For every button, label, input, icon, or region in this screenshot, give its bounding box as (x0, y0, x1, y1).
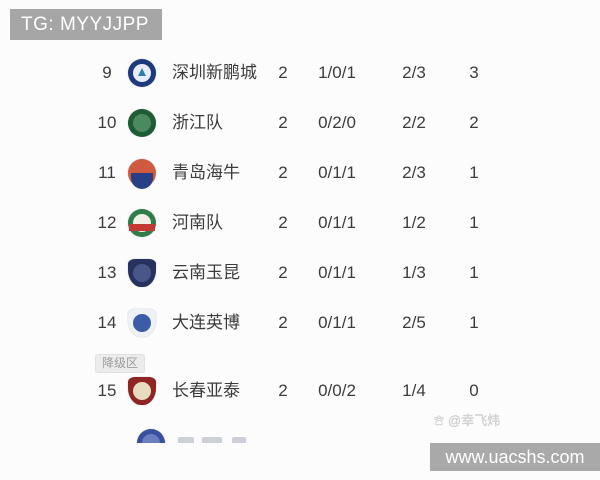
team-crest-icon (128, 109, 156, 137)
win-draw-loss: 0/1/1 (318, 163, 356, 182)
rank-label: 9 (102, 63, 112, 82)
team-crest-icon (137, 429, 165, 443)
win-draw-loss: 0/2/0 (318, 113, 356, 132)
crest-inner (142, 434, 160, 443)
table-row[interactable]: 12 河南队 2 0/1/1 1/2 1 (0, 198, 600, 248)
table-row[interactable]: 15 长春亚泰 2 0/0/2 1/4 0 (0, 366, 600, 416)
team-crest-icon (128, 59, 156, 87)
matches-played: 2 (278, 263, 288, 282)
rank-label: 12 (97, 213, 117, 232)
matches-played: 2 (278, 63, 288, 82)
author-watermark-text: @幸飞炜 (448, 413, 501, 428)
team-crest-icon (128, 259, 156, 287)
team-crest-icon (128, 209, 156, 237)
table-row[interactable]: 9 深圳新鹏城 2 1/0/1 2/3 3 (0, 48, 600, 98)
points: 1 (469, 163, 479, 182)
relegation-zone-label: 降级区 (95, 354, 146, 373)
table-row[interactable]: 13 云南玉昆 2 0/1/1 1/3 1 (0, 248, 600, 298)
points: 1 (469, 263, 479, 282)
goals-for-against: 1/3 (402, 263, 426, 282)
win-draw-loss: 0/1/1 (318, 313, 356, 332)
team-name: 河南队 (172, 213, 223, 232)
team-name: 深圳新鹏城 (172, 63, 257, 82)
cutoff-text-fragment (202, 437, 222, 443)
cutoff-text-fragment (178, 437, 194, 443)
crest-inner (133, 314, 151, 332)
team-name: 浙江队 (172, 113, 223, 132)
matches-played: 2 (278, 163, 288, 182)
rank-label: 15 (97, 381, 117, 400)
rank-label: 10 (97, 113, 117, 132)
win-draw-loss: 0/0/2 (318, 381, 356, 400)
rank-label: 13 (97, 263, 117, 282)
team-crest-icon (128, 309, 156, 337)
points: 0 (469, 381, 479, 400)
table-row[interactable]: 10 浙江队 2 0/2/0 2/2 2 (0, 98, 600, 148)
crest-inner (131, 173, 153, 189)
points: 3 (469, 63, 479, 82)
crest-inner (133, 264, 151, 282)
crest-inner (133, 382, 151, 400)
team-name: 青岛海牛 (172, 163, 240, 182)
team-name: 云南玉昆 (172, 263, 240, 282)
matches-played: 2 (278, 381, 288, 400)
goals-for-against: 2/5 (402, 313, 426, 332)
points: 1 (469, 313, 479, 332)
matches-played: 2 (278, 113, 288, 132)
team-crest-icon (128, 159, 156, 189)
cutoff-text-fragment (232, 437, 246, 443)
goals-for-against: 2/2 (402, 113, 426, 132)
goals-for-against: 1/2 (402, 213, 426, 232)
tg-watermark-badge: TG: MYYJJPP (10, 9, 162, 40)
table-row[interactable]: 11 青岛海牛 2 0/1/1 2/3 1 (0, 148, 600, 198)
matches-played: 2 (278, 213, 288, 232)
goals-for-against: 2/3 (402, 63, 426, 82)
crest-band (129, 224, 155, 231)
paw-icon (434, 415, 444, 426)
rank-label: 14 (97, 313, 117, 332)
matches-played: 2 (278, 313, 288, 332)
team-name: 大连英博 (172, 313, 240, 332)
table-row-cutoff[interactable] (0, 428, 600, 443)
goals-for-against: 1/4 (402, 381, 426, 400)
win-draw-loss: 0/1/1 (318, 213, 356, 232)
crest-inner (133, 114, 151, 132)
team-crest-icon (128, 377, 156, 405)
goals-for-against: 2/3 (402, 163, 426, 182)
win-draw-loss: 1/0/1 (318, 63, 356, 82)
points: 2 (469, 113, 479, 132)
site-watermark: www.uacshs.com (430, 443, 600, 471)
win-draw-loss: 0/1/1 (318, 263, 356, 282)
points: 1 (469, 213, 479, 232)
team-name: 长春亚泰 (172, 381, 240, 400)
crest-triangle (138, 68, 146, 76)
author-watermark: @幸飞炜 (432, 412, 500, 430)
table-row[interactable]: 14 大连英博 2 0/1/1 2/5 1 (0, 298, 600, 348)
rank-label: 11 (98, 163, 116, 182)
